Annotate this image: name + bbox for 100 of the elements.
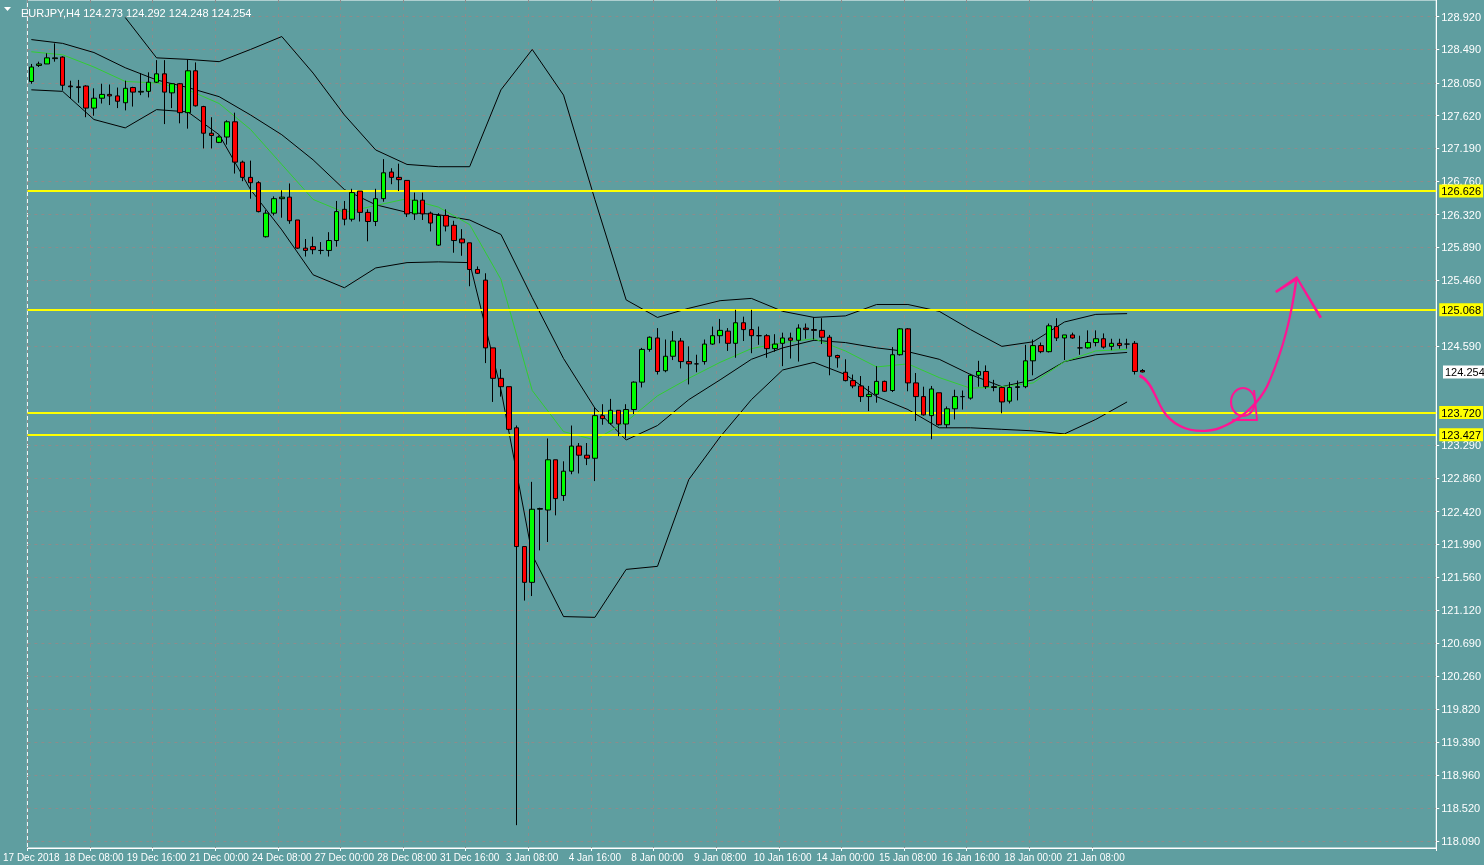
candlestick xyxy=(717,318,723,344)
candlestick xyxy=(107,84,112,106)
y-tick-label: 127.190 xyxy=(1441,142,1481,155)
candlestick xyxy=(36,61,42,68)
candlestick xyxy=(240,160,245,182)
candlestick xyxy=(1070,332,1075,340)
candlestick xyxy=(835,354,840,369)
candlestick xyxy=(373,188,378,227)
x-tick-label: 21 Jan 08:00 xyxy=(1066,851,1126,863)
y-tick-label: 119.390 xyxy=(1441,736,1481,749)
candlestick xyxy=(725,327,731,352)
candlestick xyxy=(537,507,543,551)
candlestick xyxy=(279,189,285,219)
y-tick-label: 118.520 xyxy=(1441,802,1481,815)
x-tick-label: 4 Jan 16:00 xyxy=(568,851,622,863)
candlestick xyxy=(271,195,277,216)
candlestick xyxy=(295,219,300,250)
candlestick xyxy=(921,386,926,417)
x-tick-label: 3 Jan 08:00 xyxy=(506,851,559,863)
candlestick xyxy=(616,409,621,437)
candlestick xyxy=(467,242,472,287)
candlestick xyxy=(874,365,879,404)
x-tick-label: 18 Dec 08:00 xyxy=(64,851,125,863)
candlestick xyxy=(396,163,402,192)
y-tick-label: 121.120 xyxy=(1441,604,1481,617)
y-tick-label: 123.290 xyxy=(1441,439,1481,452)
candlestick xyxy=(1093,329,1099,347)
x-tick-label: 18 Jan 00:00 xyxy=(1004,851,1063,863)
candlestick xyxy=(91,87,97,117)
candlestick xyxy=(498,368,504,398)
candlestick xyxy=(436,212,441,247)
candlestick xyxy=(608,398,613,426)
candlestick xyxy=(1007,381,1012,404)
y-tick-label: 121.560 xyxy=(1441,571,1481,584)
candlestick xyxy=(702,339,707,366)
candlestick xyxy=(365,208,371,242)
x-tick-label: 21 Dec 00:00 xyxy=(189,851,250,863)
ref-line-label: 126.626 xyxy=(1441,185,1481,198)
candlestick xyxy=(310,236,316,255)
x-tick-label: 24 Dec 08:00 xyxy=(252,851,312,863)
candlestick xyxy=(483,272,488,364)
candlestick xyxy=(130,86,136,108)
candlestick xyxy=(381,158,386,203)
candlestick xyxy=(772,333,778,353)
x-tick-label: 10 Jan 16:00 xyxy=(753,851,813,863)
candlestick xyxy=(326,231,332,258)
candlestick xyxy=(694,354,699,373)
candlestick xyxy=(1015,380,1020,401)
candlestick xyxy=(1109,338,1114,351)
y-tick-label: 120.260 xyxy=(1441,669,1481,682)
candlestick xyxy=(357,190,363,223)
candlestick xyxy=(670,330,676,361)
candlestick xyxy=(138,72,144,96)
candlestick xyxy=(788,332,793,360)
candlestick xyxy=(1077,335,1083,356)
candlestick xyxy=(976,360,981,388)
candlestick xyxy=(334,200,339,248)
candlestick xyxy=(115,87,120,109)
candlestick xyxy=(811,316,817,340)
candlestick xyxy=(1117,338,1122,350)
x-tick-label: 14 Jan 00:00 xyxy=(816,851,875,863)
candlestick xyxy=(475,265,480,275)
y-tick-label: 122.860 xyxy=(1441,472,1481,485)
candlestick xyxy=(663,339,668,373)
candlestick xyxy=(936,392,942,427)
candlestick xyxy=(655,327,660,376)
x-tick-label: 16 Jan 16:00 xyxy=(941,851,1000,863)
candlestick xyxy=(490,347,496,403)
x-tick-label: 19 Dec 16:00 xyxy=(126,851,187,863)
candlestick xyxy=(318,241,324,255)
candlestick xyxy=(29,63,34,85)
candlestick xyxy=(459,228,465,257)
y-tick-label: 119.820 xyxy=(1441,703,1481,716)
candlestick xyxy=(146,71,151,98)
candlestick xyxy=(756,326,762,346)
candlestick xyxy=(858,375,864,403)
candlestick xyxy=(349,188,355,223)
y-tick-label: 124.590 xyxy=(1441,340,1481,353)
candlestick xyxy=(443,208,449,232)
candlestick xyxy=(545,437,551,543)
x-tick-label: 31 Dec 16:00 xyxy=(439,851,500,863)
candlestick xyxy=(631,380,637,415)
candlestick xyxy=(193,61,198,108)
y-tick-label: 122.420 xyxy=(1441,505,1481,518)
candlestick xyxy=(1132,340,1138,376)
y-tick-label: 118.960 xyxy=(1441,768,1481,781)
candlestick xyxy=(287,182,292,225)
y-tick-label: 126.320 xyxy=(1441,208,1481,221)
candlestick xyxy=(412,192,418,221)
candlestick xyxy=(569,425,574,475)
candlestick xyxy=(44,52,50,65)
candlestick xyxy=(1085,329,1091,350)
candlestick xyxy=(1054,317,1059,342)
candlestick xyxy=(647,335,652,353)
candlestick xyxy=(929,385,934,440)
y-tick-label: 125.890 xyxy=(1441,241,1481,254)
y-tick-label: 128.050 xyxy=(1441,76,1481,89)
candlestick xyxy=(584,442,590,466)
candlestick xyxy=(263,209,269,238)
ref-line-label: 125.068 xyxy=(1441,303,1481,316)
